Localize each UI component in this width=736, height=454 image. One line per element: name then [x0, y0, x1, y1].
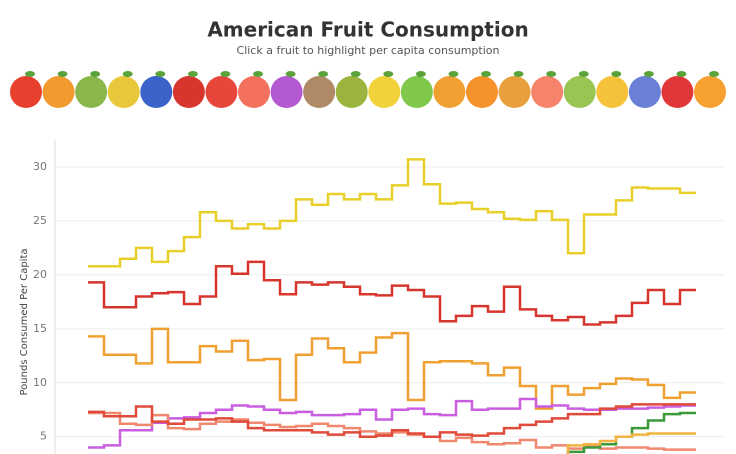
fruit-leaf: [122, 71, 133, 77]
fruit-leaf: [709, 71, 719, 77]
fruit-icon[interactable]: [335, 76, 368, 108]
series-line: [566, 432, 696, 454]
fruit-icon[interactable]: [563, 76, 596, 108]
fruit-leaf: [285, 71, 296, 77]
fruit-selector: [10, 71, 726, 108]
fruit-leaf: [578, 71, 589, 77]
fruit-leaf: [350, 71, 361, 77]
fruit-leaf: [318, 71, 329, 77]
fruit-leaf: [415, 71, 426, 77]
series-line: [88, 327, 696, 410]
y-tick-label: 5: [40, 430, 47, 443]
fruit-leaf: [676, 71, 687, 77]
fruit-icon[interactable]: [10, 76, 42, 108]
y-axis-label: Pounds Consumed Per Capita: [19, 248, 30, 395]
fruit-leaf: [57, 71, 68, 77]
fruit-icon[interactable]: [270, 76, 303, 108]
y-tick-label: 30: [33, 160, 47, 173]
fruit-leaf: [253, 71, 263, 77]
fruit-icon[interactable]: [694, 76, 726, 108]
fruit-icon[interactable]: [368, 76, 401, 108]
subtitle: Click a fruit to highlight per capita co…: [237, 44, 500, 57]
fruit-icon[interactable]: [42, 76, 75, 108]
fruit-icon[interactable]: [628, 76, 661, 108]
fruit-icon[interactable]: [498, 76, 531, 108]
y-tick-label: 10: [33, 376, 47, 389]
fruit-leaf: [90, 71, 101, 77]
fruit-icon[interactable]: [466, 76, 498, 108]
series-line: [88, 158, 696, 268]
fruit-icon[interactable]: [75, 76, 108, 108]
series-line: [88, 403, 696, 438]
title: American Fruit Consumption: [207, 18, 528, 42]
fruit-leaf: [643, 71, 654, 77]
fruit-leaf: [448, 71, 459, 77]
series-line: [88, 260, 696, 326]
fruit-icon[interactable]: [205, 76, 238, 108]
fruit-leaf: [220, 71, 231, 77]
fruit-icon[interactable]: [172, 76, 205, 108]
fruit-icon[interactable]: [107, 76, 140, 108]
fruit-icon[interactable]: [661, 76, 694, 108]
y-tick-label: 25: [33, 214, 47, 227]
fruit-icon[interactable]: [238, 76, 270, 108]
fruit-leaf: [481, 71, 491, 77]
fruit-icon[interactable]: [303, 76, 336, 108]
series-line: [88, 397, 696, 449]
y-tick-label: 20: [33, 268, 47, 281]
fruit-leaf: [611, 71, 622, 77]
fruit-icon[interactable]: [400, 76, 433, 108]
fruit-icon[interactable]: [596, 76, 629, 108]
fruit-leaf: [187, 71, 198, 77]
fruit-icon[interactable]: [140, 76, 173, 108]
fruit-leaf: [513, 71, 524, 77]
fruit-leaf: [155, 71, 166, 77]
fruit-leaf: [383, 71, 394, 77]
fruit-leaf: [25, 71, 35, 77]
y-tick-label: 15: [33, 322, 47, 335]
fruit-icon[interactable]: [531, 76, 564, 108]
fruit-leaf: [546, 71, 557, 77]
fruit-icon[interactable]: [433, 76, 466, 108]
